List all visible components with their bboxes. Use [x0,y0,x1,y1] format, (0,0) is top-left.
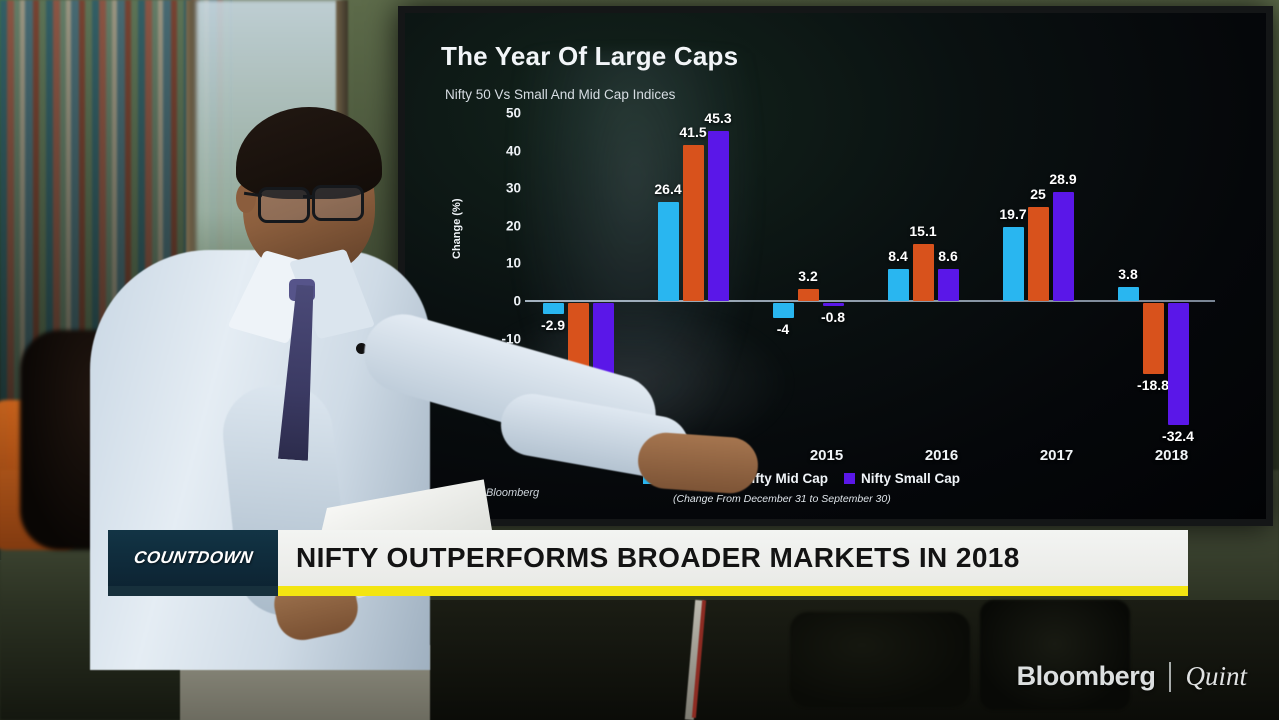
legend-item: Nifty Small Cap [844,471,960,486]
eyeglasses-bridge [303,195,315,198]
zero-baseline [525,300,1215,302]
show-badge-label: COUNTDOWN [132,548,254,567]
bar-2017-nifty-small-cap [1053,192,1074,301]
bar-group: 19.7 25 28.9 2017 [989,109,1104,464]
bar-2018-nifty-small-cap [1168,303,1189,425]
bar-2017-nifty-mid-cap [1028,207,1049,301]
bar-value-label: 3.8 [1118,265,1138,282]
legend-label: Nifty Small Cap [861,471,961,486]
office-chair-1 [790,612,970,707]
bar-2017-nifty-50 [1003,226,1024,301]
badge-bottom-shadow [108,586,278,596]
office-chair-2 [980,600,1130,710]
bar-value-label: -18.8 [1137,376,1169,393]
show-badge: COUNTDOWN [108,530,278,586]
bar-value-label: 15.1 [909,223,937,240]
bar-group: 26.441.545.32014 [644,109,759,464]
legend-swatch [844,473,856,484]
bar-value-label: 25 [1030,186,1046,202]
bar-value-label: 8.6 [938,247,958,264]
bar-2013-nifty-mid-cap [568,303,589,370]
bar-value-label: 41.5 [679,123,707,140]
bar-value-label: 19.7 [999,205,1027,222]
presenter-hair [236,107,382,199]
bar-value-label: -2.9 [540,316,566,333]
y-axis-tick: 50 [505,105,521,121]
lapel-microphone [356,343,367,354]
y-axis-tick: 20 [505,218,521,234]
bar-2015-nifty-small-cap [823,303,844,306]
bar-2016-nifty-small-cap [938,268,959,301]
banner-yellow-accent [278,586,1188,596]
x-axis-label-2015: 2015 [809,447,844,464]
y-axis-tick: 0 [513,293,521,309]
network-watermark: Bloomberg Quint [1017,661,1247,692]
bar-group: 3.8 -18.8 -32.4 2018 [1104,109,1219,464]
bar-value-label: -0.8 [820,309,846,325]
y-axis-tick: 10 [505,255,521,271]
x-axis-label-2017: 2017 [1039,447,1074,464]
bar-value-label: -4 [776,321,790,338]
presenter-pointing-hand [636,430,760,496]
lower-third-banner: COUNTDOWN NIFTY OUTPERFORMS BROADER MARK… [108,530,1188,586]
eyeglasses-left-lens [258,187,310,223]
x-axis-label-2018: 2018 [1154,447,1189,464]
bar-value-label: 8.4 [888,248,908,265]
bar-value-label: 3.2 [798,267,818,284]
headline-text: NIFTY OUTPERFORMS BROADER MARKETS IN 201… [296,542,1020,573]
headline-bar: NIFTY OUTPERFORMS BROADER MARKETS IN 201… [278,530,1188,586]
bar-value-label: -32.4 [1162,427,1194,444]
legend-label: Nifty Mid Cap [741,471,829,486]
eyeglasses-right-lens [312,185,364,221]
bar-value-label: 28.9 [1049,171,1077,188]
bar-2016-nifty-mid-cap [913,244,934,301]
bar-2014-nifty-mid-cap [683,144,704,301]
chart-subtitle: Nifty 50 Vs Small And Mid Cap Indices [445,87,676,102]
x-axis-label-2016: 2016 [924,447,959,464]
bar-2013-nifty-50 [543,303,564,314]
bar-2015-nifty-mid-cap [798,288,819,301]
bar-2014-nifty-small-cap [708,130,729,301]
watermark-quint: Quint [1185,661,1247,691]
watermark-bloomberg: Bloomberg [1016,661,1156,691]
y-axis-tick: 40 [505,143,521,159]
bar-value-label: 45.3 [704,109,732,126]
bar-value-label: 26.4 [654,180,682,197]
bar-2015-nifty-50 [773,303,794,319]
chart-title: The Year Of Large Caps [441,41,739,71]
bar-2018-nifty-50 [1118,286,1139,301]
presenter [60,55,760,720]
chart-legend-note: (Change From December 31 to September 30… [673,493,891,505]
watermark-divider [1169,661,1172,692]
y-axis-tick: 30 [505,180,521,196]
bar-2014-nifty-50 [658,201,679,301]
bar-2018-nifty-mid-cap [1143,303,1164,374]
bar-2016-nifty-50 [888,269,909,301]
bar-group: 8.4 15.1 8.6 2016 [874,109,989,464]
bar-group: -4 3.2 -0.8 2015 [759,109,874,464]
